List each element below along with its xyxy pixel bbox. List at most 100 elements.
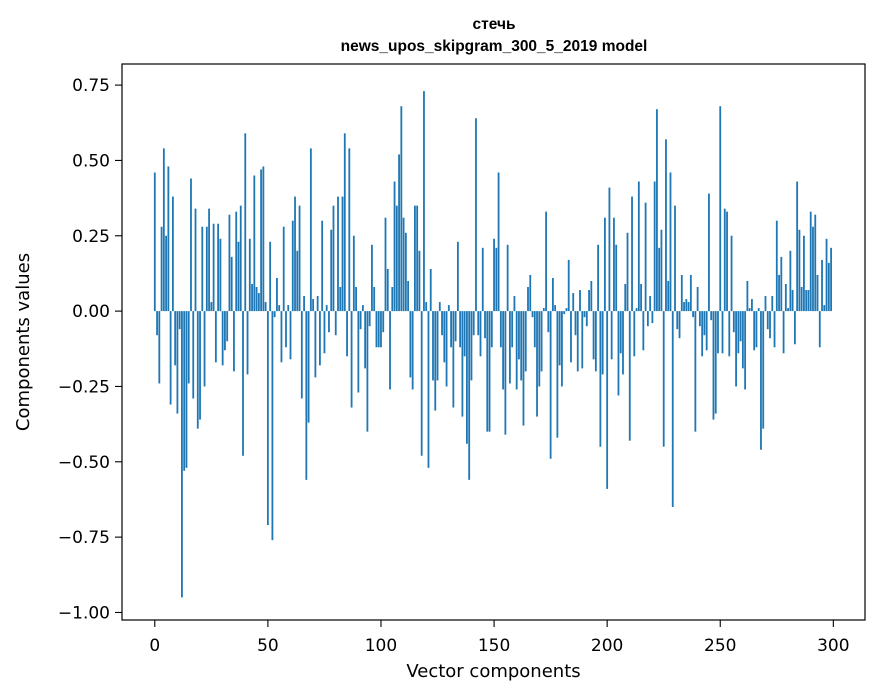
bar-230	[674, 205, 676, 312]
y-tick-label: −1.00	[58, 603, 110, 623]
bar-256	[732, 311, 735, 333]
bar-241	[698, 311, 701, 327]
bar-74	[321, 220, 324, 312]
x-tick-label: 100	[365, 636, 397, 656]
bar-28	[217, 223, 220, 312]
bar-120	[425, 302, 428, 312]
bar-169	[536, 311, 538, 417]
bar-187	[576, 311, 579, 372]
bar-3	[160, 226, 163, 312]
bar-59	[287, 305, 290, 312]
bar-174	[547, 311, 550, 333]
bar-197	[599, 311, 602, 447]
bar-142	[475, 118, 477, 312]
bar-286	[800, 287, 803, 312]
bar-76	[325, 305, 328, 312]
bar-209	[626, 232, 629, 312]
bar-232	[678, 311, 681, 339]
bar-143	[477, 311, 480, 336]
bar-168	[533, 311, 536, 348]
bar-228	[669, 172, 672, 312]
bar-17	[192, 311, 195, 399]
bar-186	[574, 311, 577, 336]
bar-153	[499, 311, 502, 348]
bar-277	[780, 256, 783, 312]
bar-30	[221, 311, 224, 366]
bar-130	[447, 305, 450, 312]
bar-218	[646, 311, 649, 327]
bar-75	[323, 311, 326, 354]
bar-268	[760, 311, 762, 450]
bar-102	[384, 217, 387, 312]
bar-19	[196, 311, 199, 429]
bar-154	[502, 311, 505, 390]
x-tick-label: 200	[591, 636, 623, 656]
bar-83	[341, 196, 344, 312]
bar-84	[343, 133, 346, 312]
bar-297	[825, 238, 828, 312]
bar-248	[714, 311, 717, 414]
bar-284	[796, 181, 799, 312]
bar-57	[282, 226, 285, 312]
bar-16	[190, 178, 192, 312]
y-tick-label: 0.75	[72, 76, 110, 96]
bar-24	[208, 208, 210, 312]
bar-276	[778, 274, 780, 312]
bar-133	[454, 311, 457, 342]
bar-50	[266, 311, 269, 526]
bar-222	[656, 109, 658, 312]
bar-196	[597, 244, 600, 312]
bar-4	[162, 148, 165, 312]
bar-100	[380, 311, 382, 348]
bar-203	[613, 217, 615, 312]
x-tick-label: 250	[704, 636, 736, 656]
bar-270	[764, 296, 767, 312]
bar-180	[561, 311, 563, 387]
bar-93	[364, 311, 367, 369]
bar-221	[653, 181, 656, 312]
y-tick-label: 0.50	[72, 151, 110, 171]
bar-140	[470, 311, 473, 381]
bar-21	[201, 226, 204, 312]
bar-211	[631, 196, 633, 312]
bar-231	[676, 311, 679, 330]
bar-254	[728, 311, 731, 357]
bar-73	[319, 311, 321, 366]
bar-37	[237, 241, 240, 312]
bar-194	[592, 311, 595, 360]
bar-71	[314, 311, 317, 378]
bar-117	[418, 250, 421, 312]
x-tick-label: 0	[149, 636, 160, 656]
bar-7	[169, 311, 172, 405]
bar-109	[400, 106, 403, 312]
bar-224	[660, 229, 663, 312]
bar-80	[334, 311, 337, 336]
bar-63	[296, 250, 299, 312]
bar-259	[739, 311, 742, 342]
bar-62	[294, 196, 296, 312]
bar-125	[436, 311, 439, 381]
bar-160	[515, 311, 518, 390]
bar-219	[649, 296, 652, 312]
bar-92	[361, 305, 364, 312]
bar-155	[504, 311, 507, 435]
bar-115	[414, 205, 416, 312]
bar-229	[671, 311, 674, 507]
bar-41	[246, 311, 249, 375]
bar-175	[549, 311, 552, 459]
bar-64	[298, 205, 301, 312]
bar-105	[391, 287, 394, 312]
bar-85	[346, 311, 348, 357]
bar-40	[244, 133, 247, 312]
bar-265	[753, 311, 756, 351]
bar-289	[807, 290, 810, 312]
bar-273	[771, 296, 774, 312]
bar-260	[741, 311, 744, 369]
x-tick-label: 150	[478, 636, 510, 656]
bar-46	[257, 293, 260, 312]
bar-11	[178, 311, 181, 330]
bar-283	[793, 311, 796, 345]
bar-90	[357, 311, 360, 393]
bar-287	[803, 235, 805, 312]
bar-22	[203, 311, 206, 387]
